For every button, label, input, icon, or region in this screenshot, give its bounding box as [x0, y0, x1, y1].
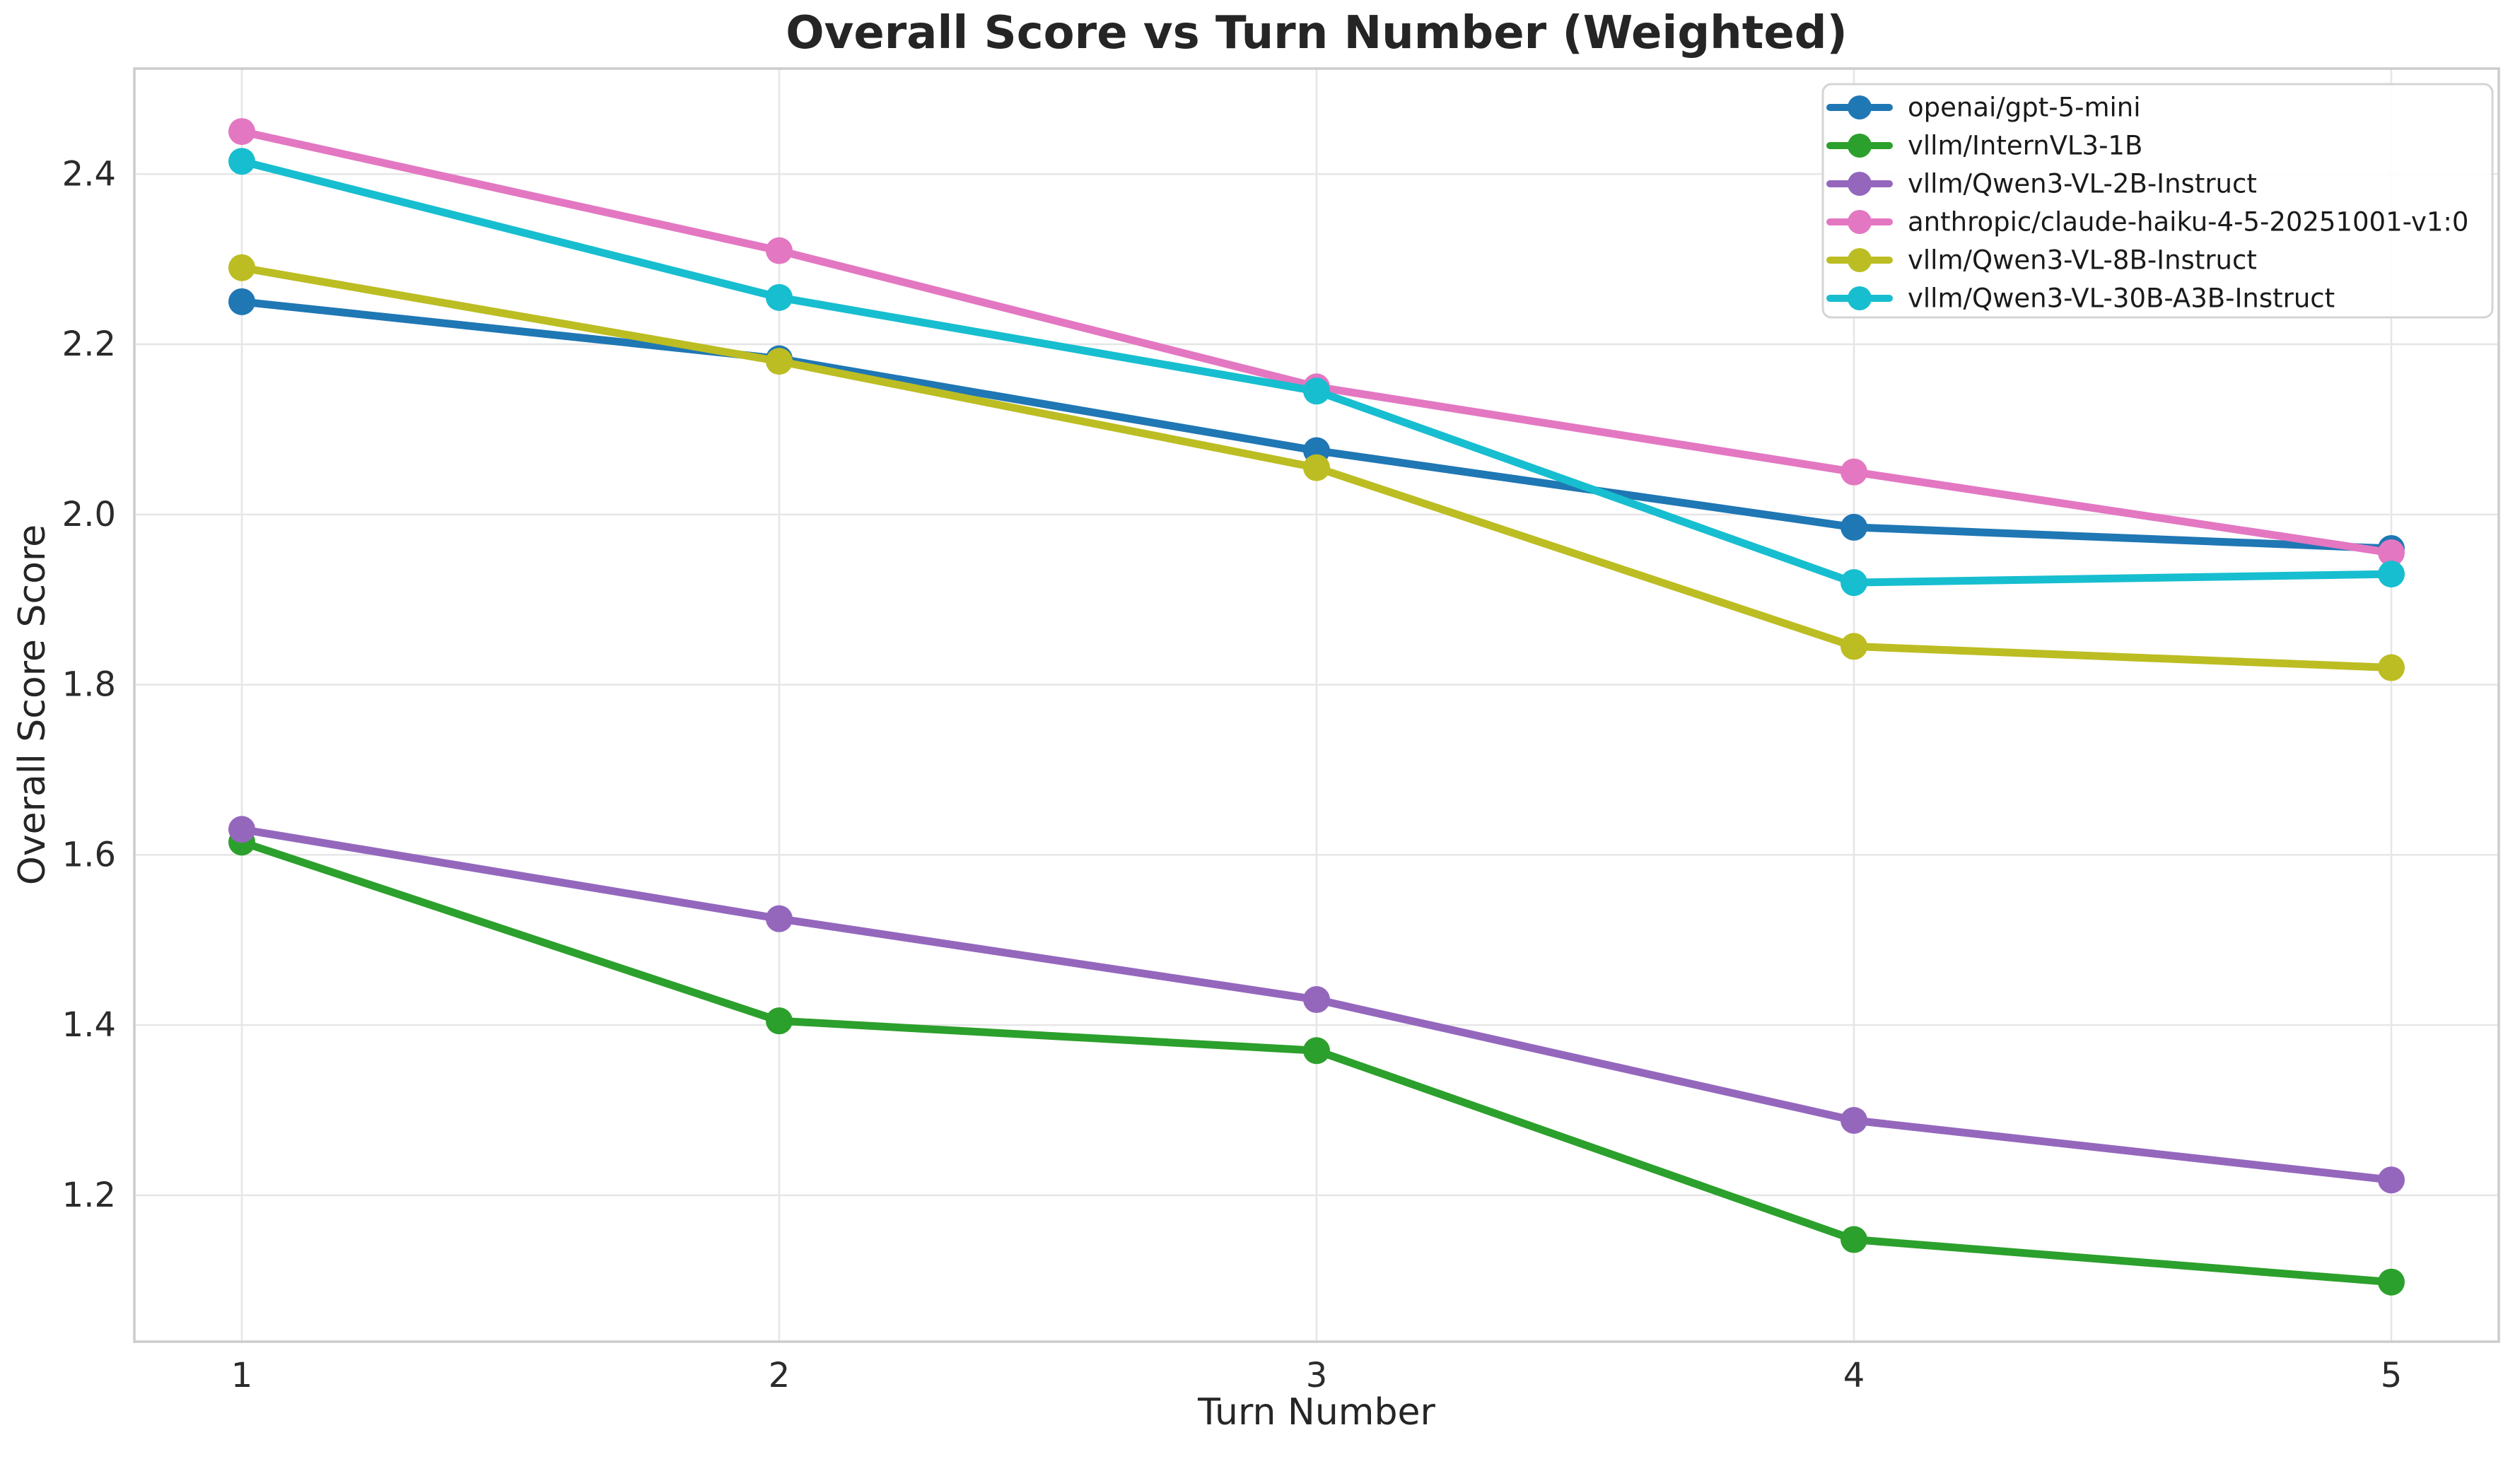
x-tick-label: 2 — [769, 1356, 791, 1395]
data-point — [2378, 654, 2405, 681]
y-tick-label: 2.2 — [62, 324, 116, 364]
x-tick-label: 5 — [2381, 1356, 2403, 1395]
data-point — [1303, 1037, 1330, 1065]
plot-border — [133, 67, 2500, 1343]
legend-label: anthropic/claude-haiku-4-5-20251001-v1:0 — [1908, 207, 2468, 238]
series-5 — [228, 148, 2405, 597]
data-point — [1841, 1226, 1867, 1253]
legend-item: vllm/Qwen3-VL-2B-Instruct — [1826, 169, 2257, 199]
legend-label: vllm/Qwen3-VL-2B-Instruct — [1908, 169, 2257, 199]
data-point — [1841, 1106, 1867, 1134]
y-tick-label: 2.4 — [62, 154, 116, 194]
legend-marker-dot — [1848, 248, 1872, 272]
legend-item: vllm/Qwen3-VL-30B-A3B-Instruct — [1826, 283, 2335, 314]
legend: openai/gpt-5-mini vllm/InternVL3-1B vllm/Q… — [1821, 83, 2494, 319]
x-axis-label: Turn Number — [1198, 1391, 1435, 1434]
x-tick-label: 1 — [231, 1356, 253, 1395]
data-point — [1841, 569, 1867, 597]
y-tick-labels: 1.2 1.4 1.6 1.8 2.0 2.2 2.4 — [62, 154, 116, 1215]
legend-box — [1821, 83, 2494, 319]
series-2 — [228, 816, 2405, 1194]
y-tick-label: 2.0 — [62, 495, 116, 534]
legend-label: openai/gpt-5-mini — [1908, 93, 2141, 123]
y-tick-label: 1.4 — [62, 1005, 116, 1045]
x-tick-label: 4 — [1843, 1356, 1865, 1395]
data-point — [1303, 986, 1330, 1014]
data-point — [766, 348, 793, 375]
data-point — [228, 254, 255, 281]
legend-marker-dot — [1848, 95, 1872, 119]
data-point — [228, 148, 255, 175]
data-point — [1841, 633, 1867, 660]
data-point — [1303, 454, 1330, 481]
legend-label: vllm/InternVL3-1B — [1908, 131, 2142, 161]
y-tick-label: 1.8 — [62, 665, 116, 705]
legend-label: vllm/Qwen3-VL-8B-Instruct — [1908, 245, 2257, 276]
data-point — [228, 288, 255, 315]
legend-item: vllm/InternVL3-1B — [1826, 131, 2142, 161]
y-tick-label: 1.6 — [62, 835, 116, 874]
y-tick-label: 1.2 — [62, 1176, 116, 1215]
x-tick-labels: 1 2 3 4 5 — [231, 1356, 2403, 1395]
legend-marker-dot — [1848, 210, 1872, 234]
data-point — [766, 283, 793, 311]
data-point — [1303, 377, 1330, 405]
data-point — [766, 1007, 793, 1035]
data-point — [766, 905, 793, 932]
x-tick-label: 3 — [1306, 1356, 1328, 1395]
legend-marker-dot — [1848, 172, 1872, 196]
data-point — [228, 118, 255, 146]
data-point — [766, 237, 793, 264]
legend-item: vllm/Qwen3-VL-8B-Instruct — [1826, 245, 2257, 276]
chart-title: Overall Score vs Turn Number (Weighted) — [786, 7, 1848, 59]
data-point — [2378, 539, 2405, 567]
series-4 — [228, 254, 2405, 681]
data-point — [2378, 561, 2405, 588]
data-point — [1841, 458, 1867, 486]
legend-label: vllm/Qwen3-VL-30B-A3B-Instruct — [1908, 283, 2335, 314]
data-point — [228, 816, 255, 843]
legend-item: anthropic/claude-haiku-4-5-20251001-v1:0 — [1826, 207, 2468, 238]
data-point — [2378, 1268, 2405, 1296]
legend-marker-dot — [1848, 134, 1872, 158]
legend-item: openai/gpt-5-mini — [1826, 93, 2141, 123]
data-point — [1841, 513, 1867, 541]
legend-marker-dot — [1848, 286, 1872, 310]
data-point — [2378, 1166, 2405, 1194]
